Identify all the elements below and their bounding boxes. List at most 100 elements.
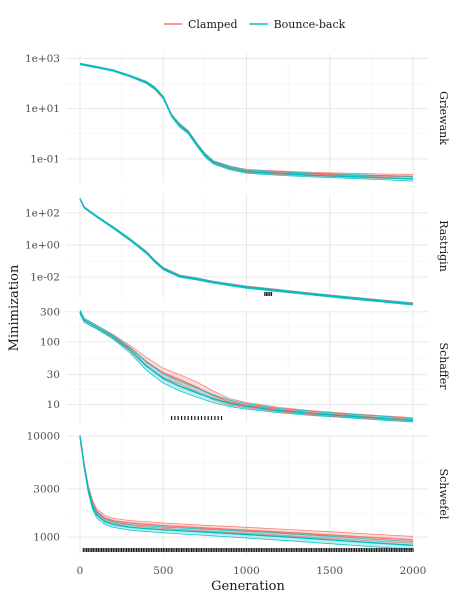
significance-mark [191,416,193,420]
significance-mark [279,548,281,552]
significance-mark [249,548,251,552]
significance-mark [234,548,236,552]
significance-mark [392,548,394,552]
significance-mark [134,548,136,552]
significance-mark [382,548,384,552]
significance-mark [307,548,309,552]
significance-mark [111,548,113,552]
significance-mark [207,548,209,552]
panels: 1e-01 1e+01 1e+03 Griewank 1e-02 1e+00 1e+02 Ra… [25,53,450,554]
significance-mark [187,416,189,420]
significance-mark [166,548,168,552]
strip-label-schaffer: Schaffer [437,343,450,391]
significance-mark [254,548,256,552]
strip-label-griewank: Griewank [437,91,450,145]
significance-mark [315,548,317,552]
significance-mark [364,548,366,552]
significance-mark [250,548,253,552]
significance-mark [409,548,411,552]
significance-mark [312,548,314,552]
x-tick-label: 1000 [233,565,260,577]
significance-mark [390,548,392,552]
significance-marks [171,416,223,420]
significance-mark [229,548,231,552]
x-axis-title: Generation [211,579,285,594]
series-bounce-back-upper [79,309,414,419]
y-tick-label: 3000 [33,483,60,495]
significance-mark [314,548,316,552]
significance-mark [222,548,224,552]
significance-mark [181,416,183,420]
significance-mark [270,548,273,552]
significance-mark [269,548,271,552]
significance-mark [117,548,119,552]
significance-mark [89,548,91,552]
significance-mark [219,548,221,552]
series-bounce-back-lower [79,64,414,182]
significance-mark [114,548,116,552]
significance-mark [309,548,311,552]
significance-mark [292,548,294,552]
significance-mark [91,548,93,552]
y-tick-label: 1e+00 [25,239,60,251]
significance-mark [172,548,174,552]
significance-mark [86,548,88,552]
significance-mark [300,548,302,552]
significance-mark [94,548,96,552]
strip-label-rastrigin: Rastrigin [437,220,450,272]
significance-mark [136,548,138,552]
significance-mark [339,548,341,552]
significance-mark [310,548,312,552]
significance-mark [212,548,214,552]
y-tick-label: 100 [40,336,60,348]
significance-mark [340,548,342,552]
significance-mark [204,416,206,420]
significance-mark [224,548,226,552]
panel-schaffer: 10 30 100 300 Schaffer [40,306,450,423]
significance-mark [84,548,86,552]
significance-mark [101,548,103,552]
significance-mark [294,548,296,552]
significance-mark [184,416,186,420]
significance-mark [179,548,181,552]
significance-mark [280,548,283,552]
significance-mark [274,548,276,552]
significance-mark [400,548,402,552]
significance-mark [192,548,194,552]
significance-mark [217,548,219,552]
significance-mark [370,548,372,552]
significance-mark [299,548,301,552]
significance-mark [365,548,367,552]
significance-mark [267,292,269,296]
significance-mark [402,548,404,552]
significance-mark [210,416,213,420]
significance-mark [369,548,371,552]
significance-mark [225,548,228,552]
y-tick-label: 10000 [27,431,60,443]
series-bounce-back-mean [79,311,414,422]
significance-mark [96,548,98,552]
significance-mark [379,548,381,552]
significance-mark [151,548,153,552]
significance-mark [322,548,324,552]
significance-marks [264,292,273,296]
significance-mark [174,548,176,552]
y-tick-label: 1000 [33,532,60,544]
significance-mark [109,548,111,552]
series-bounce-back-upper [79,62,414,177]
significance-mark [177,416,179,420]
y-tick-label: 1e+01 [25,103,60,115]
significance-mark [265,292,268,296]
significance-mark [171,416,173,420]
significance-mark [200,548,203,552]
significance-mark [124,548,126,552]
significance-mark [245,548,248,552]
significance-mark [357,548,359,552]
significance-mark [264,292,266,296]
significance-mark [242,548,244,552]
significance-mark [272,548,274,552]
significance-mark [167,548,169,552]
significance-mark [345,548,347,552]
series-bounce-back-mean [79,63,414,180]
